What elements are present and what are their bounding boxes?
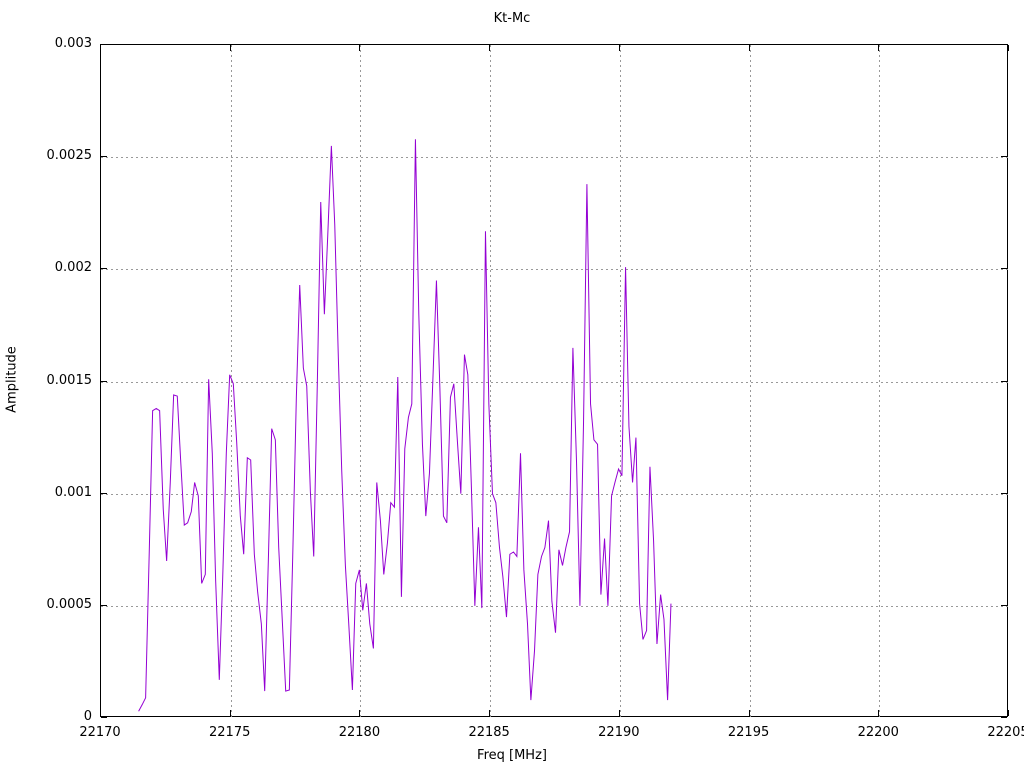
y-tick-mark-right <box>1001 156 1007 157</box>
x-tick-mark-top <box>878 45 879 51</box>
y-tick-mark-right <box>1001 381 1007 382</box>
x-tick-mark-top <box>230 45 231 51</box>
y-tick-label: 0.0005 <box>46 596 93 612</box>
series-polyline <box>138 139 672 712</box>
y-tick-mark-right <box>1001 605 1007 606</box>
x-tick-mark <box>489 710 490 716</box>
gridlines <box>101 45 1009 718</box>
y-tick-label: 0.001 <box>54 484 92 500</box>
y-tick-mark <box>101 44 107 45</box>
y-tick-label: 0.002 <box>54 260 92 276</box>
x-tick-label: 22185 <box>468 725 510 740</box>
y-tick-label: 0.003 <box>54 36 92 51</box>
x-tick-label: 22190 <box>598 725 640 740</box>
y-tick-mark <box>101 605 107 606</box>
x-tick-mark-top <box>619 45 620 51</box>
x-tick-mark <box>749 710 750 716</box>
y-tick-label: 0 <box>83 709 92 724</box>
y-tick-label: 0.0015 <box>46 372 93 388</box>
x-tick-mark <box>230 710 231 716</box>
x-tick-mark-top <box>749 45 750 51</box>
plot-svg <box>101 45 1009 718</box>
x-tick-mark <box>100 710 101 716</box>
x-tick-mark-top <box>489 45 490 51</box>
x-tick-label: 22170 <box>79 725 121 740</box>
y-tick-mark-right <box>1001 268 1007 269</box>
y-tick-mark-right <box>1001 493 1007 494</box>
y-tick-mark-right <box>1001 44 1007 45</box>
x-tick-label: 22195 <box>727 725 770 740</box>
y-tick-label: 0.0025 <box>46 148 93 164</box>
x-tick-mark-top <box>1008 45 1009 51</box>
y-tick-mark <box>101 717 107 718</box>
x-tick-mark-top <box>359 45 360 51</box>
x-tick-mark <box>619 710 620 716</box>
x-tick-label: 22200 <box>857 725 899 740</box>
chart-title: Kt-Mc <box>493 11 531 26</box>
y-axis-title: Amplitude <box>4 346 20 413</box>
y-tick-mark <box>101 381 107 382</box>
x-tick-mark-top <box>100 45 101 51</box>
x-tick-label: 22175 <box>209 725 251 740</box>
data-series-line <box>138 139 672 712</box>
y-tick-mark-right <box>1001 717 1007 718</box>
x-tick-mark <box>1008 710 1009 716</box>
x-axis-title: Freq [MHz] <box>477 748 547 763</box>
x-tick-label: 22205 <box>987 725 1024 740</box>
y-tick-mark <box>101 268 107 269</box>
y-tick-mark <box>101 156 107 157</box>
x-tick-mark <box>878 710 879 716</box>
x-tick-label: 22180 <box>338 725 381 740</box>
y-tick-mark <box>101 493 107 494</box>
plot-area <box>100 44 1009 718</box>
x-tick-mark <box>359 710 360 716</box>
